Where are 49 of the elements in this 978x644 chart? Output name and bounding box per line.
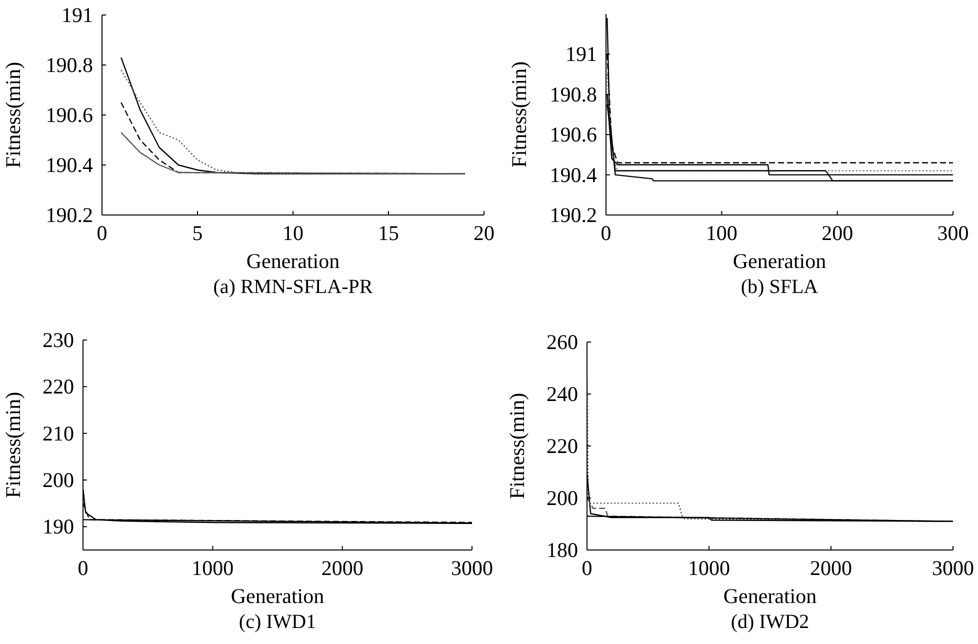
x-tick-label: 2000 xyxy=(810,556,852,580)
y-tick-label: 210 xyxy=(42,421,74,446)
x-tick-label: 0 xyxy=(78,556,88,580)
x-tick-label: 5 xyxy=(192,221,203,245)
y-tick-label: 190.4 xyxy=(46,153,94,177)
y-axis-title: Fitness(min) xyxy=(505,392,529,500)
y-tick-label: 220 xyxy=(546,434,578,458)
y-tick-label: 200 xyxy=(42,468,74,492)
text: (c) IWD1 xyxy=(238,611,316,633)
x-tick-label: 0 xyxy=(96,221,108,245)
x-axis-title: Generation xyxy=(246,249,340,273)
x-tick-label: 15 xyxy=(378,221,399,245)
y-tick-label: 190.4 xyxy=(550,162,598,187)
x-tick-label: 2000 xyxy=(321,556,364,580)
text: (a) RMN-SFLA-PR xyxy=(213,276,374,298)
y-tick-label: 190.8 xyxy=(46,53,93,77)
x-axis-title: Generation xyxy=(230,584,325,608)
x-tick-label: 0 xyxy=(600,221,612,245)
y-tick-label: 220 xyxy=(42,374,74,399)
x-tick-label: 200 xyxy=(822,221,854,245)
x-tick-label: 1000 xyxy=(688,556,730,580)
x-tick-label: 1000 xyxy=(192,556,234,580)
y-tick-label: 191 xyxy=(62,3,93,27)
y-axis-title: Fitness(min) xyxy=(1,392,25,498)
x-tick-label: 10 xyxy=(282,221,304,245)
x-tick-label: 0 xyxy=(582,556,592,580)
y-tick-label: 190 xyxy=(42,514,74,539)
text: (d) IWD2 xyxy=(730,611,810,633)
x-tick-label: 20 xyxy=(474,221,494,245)
y-tick-label: 190.2 xyxy=(46,203,93,227)
x-tick-label: 3000 xyxy=(451,556,493,580)
x-axis-title: Generation xyxy=(732,249,827,273)
y-tick-label: 190.6 xyxy=(550,122,597,147)
y-tick-label: 200 xyxy=(546,486,578,510)
x-tick-label: 3000 xyxy=(932,556,974,580)
y-tick-label: 180 xyxy=(546,538,578,562)
x-axis-title: Generation xyxy=(723,584,818,608)
y-axis-title: Fitness(min) xyxy=(1,62,25,168)
x-tick-label: 100 xyxy=(706,221,738,245)
y-tick-label: 260 xyxy=(546,330,578,354)
x-tick-label: 300 xyxy=(937,221,969,245)
y-tick-label: 190.2 xyxy=(550,203,597,227)
y-tick-label: 191 xyxy=(566,42,597,66)
y-tick-label: 240 xyxy=(546,382,578,406)
text: (b) SFLA xyxy=(740,276,819,298)
y-tick-label: 190.6 xyxy=(46,103,93,127)
y-axis-title: Fitness(min) xyxy=(507,61,531,168)
y-tick-label: 190.8 xyxy=(550,82,597,106)
y-tick-label: 230 xyxy=(42,328,74,352)
